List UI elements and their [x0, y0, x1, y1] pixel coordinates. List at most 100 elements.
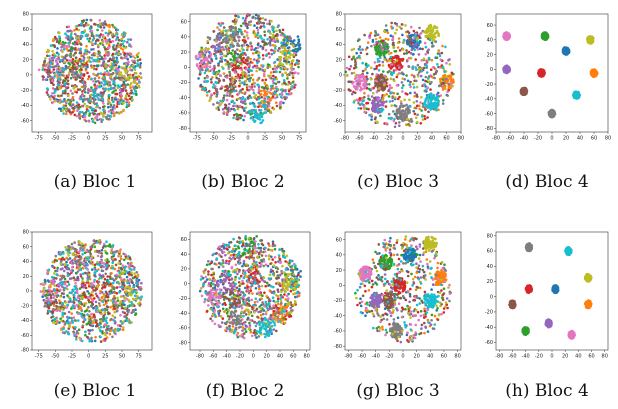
- point: [129, 86, 132, 90]
- point: [102, 35, 105, 39]
- point: [79, 43, 83, 46]
- point: [259, 17, 262, 20]
- point: [62, 112, 65, 115]
- point: [269, 71, 273, 74]
- point: [382, 54, 386, 57]
- point: [46, 87, 49, 90]
- point: [249, 96, 252, 99]
- point: [431, 36, 435, 40]
- point: [361, 79, 364, 82]
- point: [399, 100, 403, 103]
- point: [107, 110, 111, 113]
- point: [61, 43, 64, 47]
- point: [113, 107, 116, 110]
- point: [352, 56, 355, 59]
- point: [238, 79, 241, 82]
- point: [55, 64, 58, 68]
- point: [388, 83, 392, 87]
- point: [425, 64, 428, 67]
- point: [255, 112, 258, 116]
- point: [125, 65, 129, 68]
- point: [421, 105, 425, 108]
- point: [271, 36, 274, 39]
- point: [215, 34, 219, 38]
- point: [110, 32, 114, 36]
- point: [405, 118, 409, 121]
- point: [262, 38, 266, 42]
- point: [125, 92, 129, 95]
- point: [346, 73, 349, 77]
- point: [412, 46, 416, 49]
- point: [48, 70, 51, 73]
- point: [126, 83, 130, 86]
- point: [432, 44, 435, 48]
- point: [93, 77, 97, 80]
- point: [108, 101, 112, 105]
- point: [61, 109, 64, 112]
- point: [278, 29, 281, 32]
- point: [114, 89, 117, 92]
- point: [258, 56, 261, 59]
- point: [389, 59, 392, 62]
- point: [388, 65, 391, 68]
- point: [398, 121, 401, 124]
- point: [408, 98, 411, 102]
- point: [222, 72, 226, 75]
- x-tick-label: 75: [135, 136, 141, 142]
- point: [392, 43, 395, 47]
- point: [205, 80, 208, 83]
- point: [382, 51, 385, 54]
- point: [215, 36, 219, 40]
- point: [109, 105, 112, 108]
- point: [98, 35, 102, 39]
- point: [48, 57, 51, 61]
- point: [215, 90, 219, 93]
- cluster-d-1: [589, 68, 599, 78]
- point: [383, 42, 387, 45]
- point: [58, 86, 61, 90]
- point: [228, 38, 231, 41]
- point: [133, 56, 137, 60]
- point: [246, 36, 250, 40]
- point: [58, 81, 61, 84]
- point: [139, 62, 142, 65]
- point: [101, 97, 105, 101]
- point: [400, 66, 403, 69]
- point: [450, 71, 454, 75]
- point: [217, 62, 220, 65]
- point: [91, 33, 94, 37]
- point: [222, 40, 225, 44]
- point: [416, 63, 420, 67]
- point: [417, 67, 420, 71]
- point: [291, 81, 295, 84]
- point: [214, 54, 217, 57]
- point: [440, 51, 444, 55]
- point: [238, 60, 241, 63]
- point: [261, 119, 265, 122]
- point: [72, 67, 76, 70]
- point: [256, 33, 259, 37]
- point: [74, 76, 77, 79]
- point: [94, 42, 97, 45]
- point: [286, 83, 290, 86]
- point: [222, 98, 226, 101]
- point: [208, 89, 211, 93]
- point: [108, 93, 111, 97]
- point: [393, 117, 396, 121]
- point: [70, 68, 74, 72]
- point: [276, 88, 279, 91]
- point: [43, 61, 46, 64]
- point: [98, 22, 102, 25]
- point: [95, 115, 99, 119]
- point: [424, 75, 428, 79]
- point: [216, 101, 219, 104]
- point: [131, 98, 134, 101]
- point: [268, 65, 272, 69]
- point: [441, 65, 445, 69]
- point: [544, 38, 547, 41]
- point: [236, 73, 240, 76]
- point: [82, 19, 86, 22]
- point: [429, 104, 432, 108]
- point: [246, 56, 249, 59]
